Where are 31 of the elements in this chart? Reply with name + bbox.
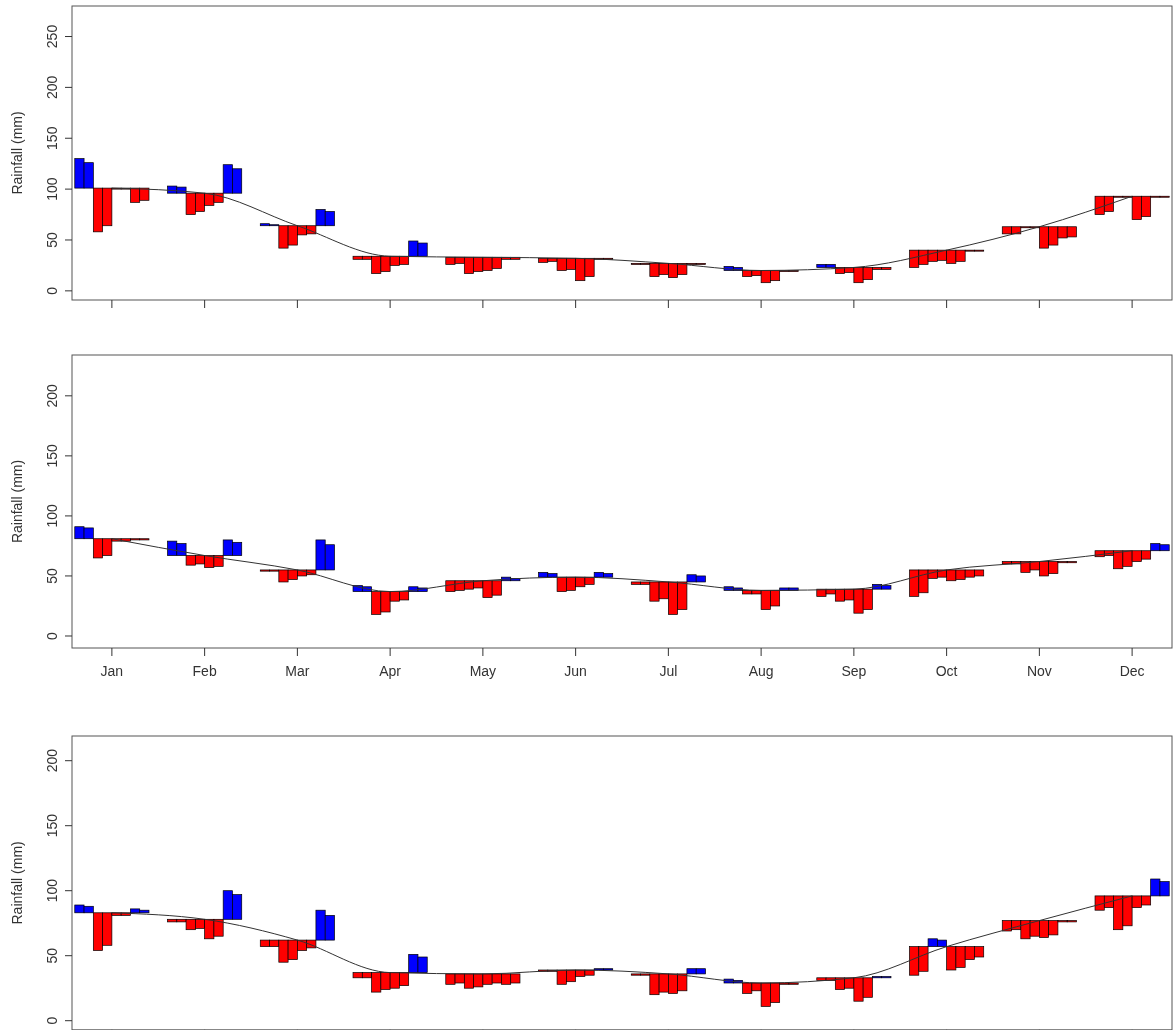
- x-tick-label: Nov: [1026, 663, 1052, 679]
- x-tick-label: Mar: [285, 663, 310, 679]
- y-tick-label: 250: [44, 24, 60, 49]
- y-tick-label: 200: [44, 75, 60, 100]
- x-tick-label: Dec: [1119, 663, 1145, 679]
- y-tick-label: 200: [44, 383, 60, 408]
- y-tick-label: 0: [44, 1016, 60, 1025]
- x-tick-label: Jun: [564, 663, 587, 679]
- y-tick-label: 150: [44, 443, 60, 468]
- y-axis-title: Rainfall (mm): [9, 111, 25, 195]
- x-tick-label: Jul: [659, 663, 678, 679]
- y-tick-label: 100: [44, 504, 60, 528]
- x-tick-label: Feb: [192, 663, 217, 679]
- y-axis-title: Rainfall (mm): [9, 841, 25, 925]
- y-tick-label: 150: [44, 813, 60, 838]
- y-tick-label: 200: [44, 748, 60, 773]
- y-tick-label: 50: [44, 947, 60, 964]
- y-tick-label: 50: [44, 231, 60, 248]
- x-tick-label: Aug: [748, 663, 774, 679]
- x-tick-label: Jan: [100, 663, 124, 679]
- x-tick-label: Sep: [841, 663, 867, 679]
- y-tick-label: 100: [44, 177, 60, 201]
- y-tick-label: 0: [44, 286, 60, 295]
- y-tick-label: 150: [44, 126, 60, 150]
- x-tick-label: Oct: [935, 663, 958, 679]
- x-tick-label: May: [469, 663, 497, 679]
- y-axis-title: Rainfall (mm): [9, 459, 25, 544]
- y-tick-label: 0: [44, 631, 60, 640]
- y-tick-label: 50: [44, 567, 60, 584]
- y-tick-label: 100: [44, 878, 60, 903]
- x-tick-label: Apr: [379, 663, 402, 679]
